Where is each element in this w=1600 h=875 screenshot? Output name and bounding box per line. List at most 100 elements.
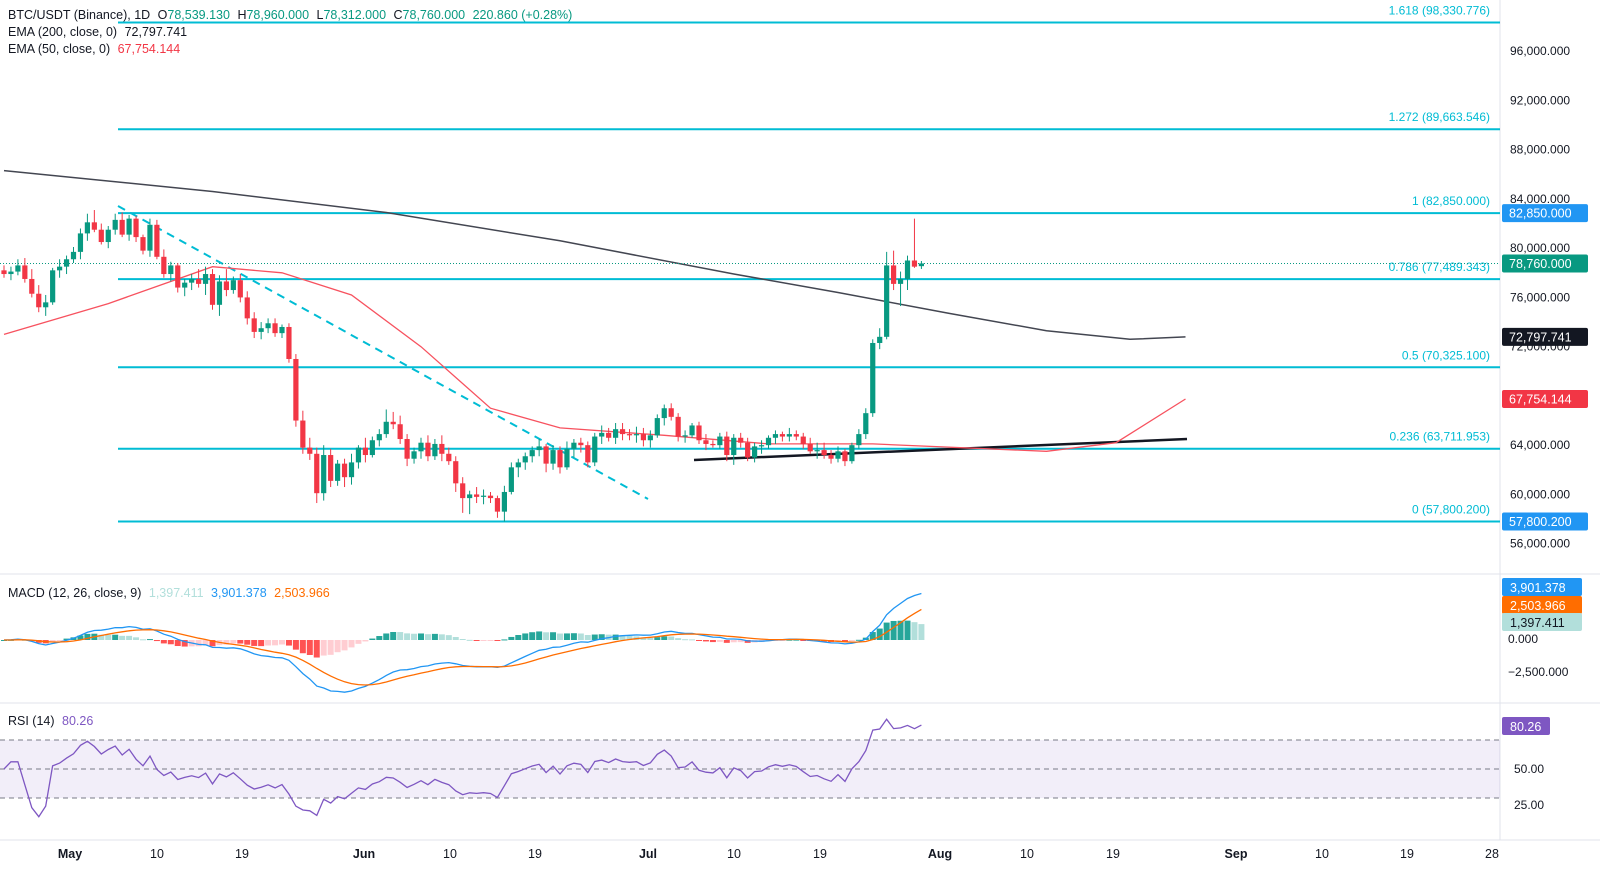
- candle[interactable]: [119, 212, 125, 238]
- candle[interactable]: [383, 409, 389, 438]
- candle[interactable]: [897, 271, 904, 307]
- candle[interactable]: [474, 487, 480, 504]
- candle[interactable]: [189, 274, 195, 291]
- drawing-tools[interactable]: [117, 205, 1188, 500]
- candle[interactable]: [689, 423, 695, 438]
- candle[interactable]: [307, 437, 313, 460]
- candle[interactable]: [126, 214, 132, 241]
- candle[interactable]: [376, 429, 382, 447]
- candle[interactable]: [918, 260, 924, 269]
- candle[interactable]: [828, 450, 834, 464]
- candle[interactable]: [668, 403, 674, 421]
- candle[interactable]: [272, 318, 278, 337]
- candle[interactable]: [140, 234, 146, 255]
- candle[interactable]: [640, 427, 646, 447]
- candle[interactable]: [286, 323, 292, 363]
- candle[interactable]: [112, 213, 118, 235]
- candle[interactable]: [91, 210, 97, 233]
- candle[interactable]: [265, 318, 271, 334]
- candle[interactable]: [696, 421, 702, 444]
- candle[interactable]: [661, 404, 667, 426]
- ema50-row[interactable]: EMA (50, close, 0) 67,754.144: [8, 41, 576, 58]
- candle[interactable]: [29, 269, 35, 298]
- candle[interactable]: [223, 269, 229, 297]
- candle[interactable]: [856, 429, 862, 449]
- candle[interactable]: [8, 266, 14, 281]
- candle[interactable]: [529, 446, 535, 463]
- candle[interactable]: [439, 435, 445, 462]
- candle[interactable]: [467, 490, 473, 515]
- candle[interactable]: [279, 324, 285, 339]
- candle[interactable]: [36, 285, 42, 313]
- candle[interactable]: [724, 431, 730, 462]
- candle[interactable]: [258, 322, 264, 340]
- macd-axis[interactable]: 0.000 −2,500.000: [1508, 632, 1569, 679]
- candle[interactable]: [390, 411, 396, 430]
- candle[interactable]: [536, 439, 542, 457]
- candle[interactable]: [703, 434, 709, 451]
- candle[interactable]: [515, 458, 521, 478]
- candle[interactable]: [765, 435, 772, 449]
- candle[interactable]: [314, 447, 320, 504]
- candle[interactable]: [77, 228, 84, 260]
- candle[interactable]: [328, 448, 334, 488]
- candle[interactable]: [480, 489, 487, 505]
- candle[interactable]: [654, 414, 660, 438]
- candle[interactable]: [168, 261, 174, 282]
- candle[interactable]: [147, 218, 153, 257]
- candle[interactable]: [717, 432, 723, 449]
- candle[interactable]: [98, 223, 104, 245]
- macd-legend[interactable]: MACD (12, 26, close, 9) 1,397.411 3,901.…: [8, 585, 334, 602]
- candle[interactable]: [453, 456, 459, 492]
- candle[interactable]: [105, 226, 111, 249]
- candle[interactable]: [877, 328, 883, 350]
- candle[interactable]: [494, 495, 501, 518]
- candle[interactable]: [557, 446, 563, 474]
- candle[interactable]: [710, 440, 716, 448]
- candle[interactable]: [1, 265, 7, 278]
- candle[interactable]: [870, 339, 876, 417]
- candle[interactable]: [404, 434, 410, 467]
- rsi-pane[interactable]: [3, 718, 922, 818]
- candle[interactable]: [807, 437, 813, 454]
- candle[interactable]: [202, 266, 209, 295]
- candle[interactable]: [849, 442, 855, 464]
- candle[interactable]: [884, 251, 890, 340]
- candle[interactable]: [209, 269, 216, 310]
- candle[interactable]: [418, 437, 424, 459]
- candle[interactable]: [355, 445, 362, 469]
- candle[interactable]: [814, 442, 820, 459]
- candle[interactable]: [15, 259, 21, 276]
- candle[interactable]: [487, 491, 494, 504]
- candle[interactable]: [161, 249, 167, 278]
- ema200-row[interactable]: EMA (200, close, 0) 72,797.741: [8, 24, 576, 41]
- candle[interactable]: [786, 427, 792, 442]
- candle[interactable]: [43, 294, 49, 316]
- candle[interactable]: [738, 432, 744, 448]
- candle[interactable]: [522, 452, 528, 470]
- candle[interactable]: [335, 459, 341, 486]
- candle[interactable]: [564, 441, 570, 470]
- candle[interactable]: [321, 445, 327, 501]
- candle[interactable]: [133, 216, 139, 243]
- candle[interactable]: [599, 425, 605, 444]
- candle[interactable]: [84, 213, 90, 241]
- candle[interactable]: [237, 274, 243, 303]
- main-legend[interactable]: BTC/USDT (Binance), 1D O78,539.130 H78,9…: [8, 7, 576, 58]
- symbol-title[interactable]: BTC/USDT (Binance), 1D: [8, 8, 151, 22]
- candle[interactable]: [50, 267, 56, 305]
- candle[interactable]: [682, 430, 688, 443]
- candle[interactable]: [244, 291, 250, 325]
- candlestick-series[interactable]: [1, 210, 924, 522]
- candle[interactable]: [821, 442, 827, 459]
- candle[interactable]: [22, 258, 28, 283]
- candle[interactable]: [501, 485, 507, 522]
- date-axis[interactable]: May 10 19 Jun 10 19 Jul 10 19 Aug 10 19 Sep 10 19 28: [58, 847, 1499, 861]
- candle[interactable]: [835, 446, 841, 463]
- candle[interactable]: [348, 453, 355, 485]
- candle[interactable]: [550, 445, 556, 470]
- candle[interactable]: [911, 218, 918, 268]
- candle[interactable]: [731, 434, 737, 465]
- candle[interactable]: [369, 436, 375, 458]
